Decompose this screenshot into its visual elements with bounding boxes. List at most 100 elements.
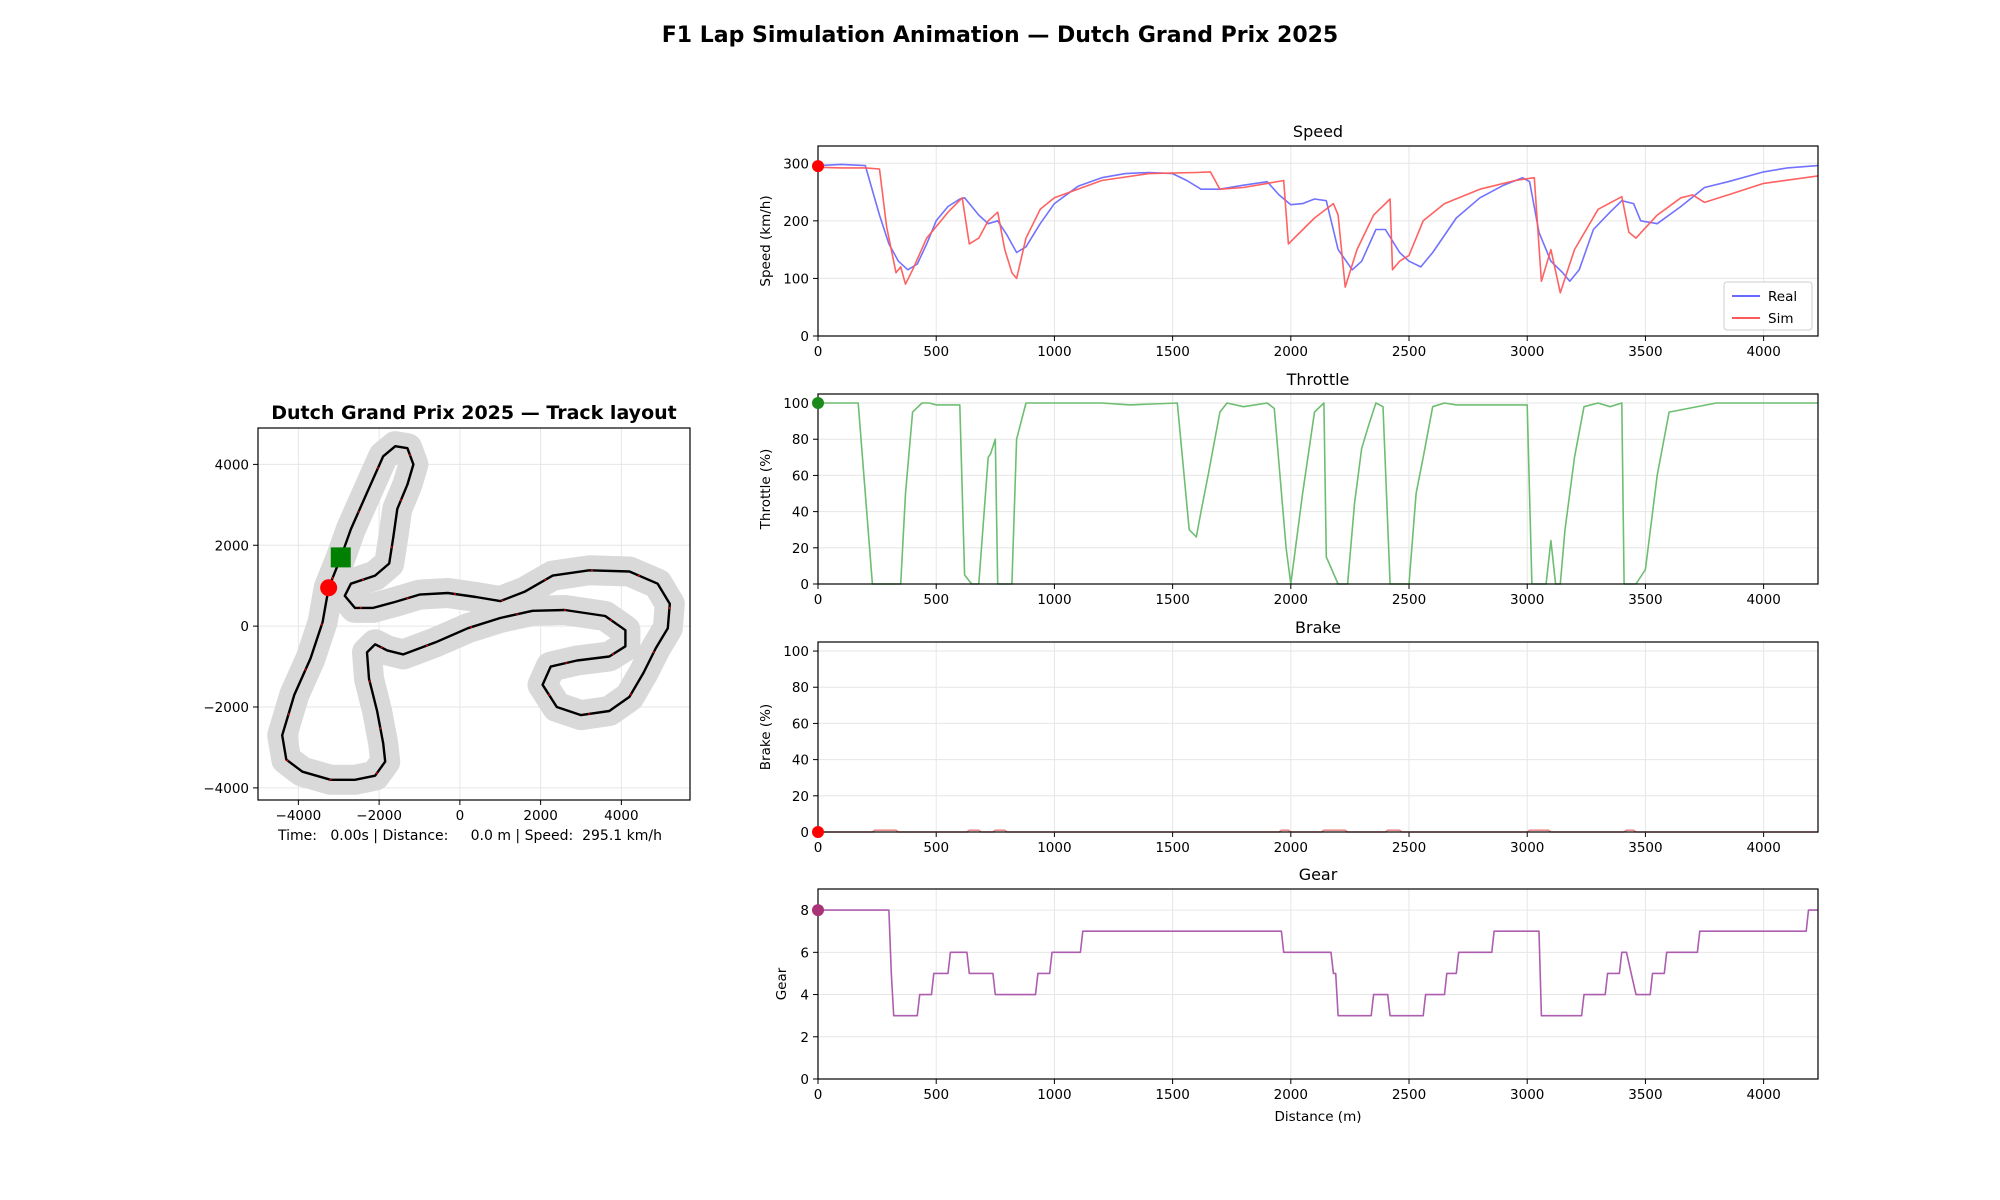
- throttle-cursor-marker: [812, 397, 824, 410]
- gear-ytick-label-2: 4: [800, 988, 809, 1004]
- brake-chart: 0 500 1000 1500 2000 2500 3000 3500 4000 0 20 40 60 8…: [758, 618, 1819, 856]
- track-xtick-label-4: 4000: [604, 808, 638, 824]
- throttle-xtick-label-4: 2000: [1274, 592, 1308, 608]
- track-title: Dutch Grand Prix 2025 — Track layout: [271, 402, 676, 424]
- brake-xtick-label-2: 1000: [1037, 840, 1071, 856]
- throttle-xtick-label-8: 4000: [1746, 592, 1780, 608]
- gear-title: Gear: [1299, 865, 1338, 884]
- brake-ytick-label-0: 0: [800, 825, 809, 841]
- gear-xtick-label-5: 2500: [1392, 1087, 1426, 1103]
- gear-ytick-label-4: 8: [800, 903, 809, 919]
- throttle-ytick-label-3: 60: [792, 468, 809, 484]
- speed-xtick-label-2: 1000: [1037, 344, 1071, 360]
- throttle-ylabel: Throttle (%): [758, 449, 774, 531]
- speed-xtick-label-6: 3000: [1510, 344, 1544, 360]
- track-ytick-label-0: −4000: [203, 781, 249, 797]
- throttle-chart: 0 500 1000 1500 2000 2500 3000 3500 4000 0 20 40 60 8…: [758, 370, 1819, 608]
- brake-title: Brake: [1295, 618, 1341, 637]
- track-xtick-label-3: 2000: [523, 808, 557, 824]
- brake-plot-frame: [817, 641, 1819, 833]
- speed-ytick-label-3: 300: [783, 156, 809, 172]
- speed-xtick-label-0: 0: [814, 344, 823, 360]
- gear-xtick-label-3: 1500: [1155, 1087, 1189, 1103]
- brake-ytick-label-4: 80: [792, 680, 809, 696]
- brake-ytick-label-2: 40: [792, 753, 809, 769]
- throttle-title: Throttle: [1286, 370, 1350, 389]
- brake-xtick-label-3: 1500: [1155, 840, 1189, 856]
- gear-xtick-label-7: 3500: [1628, 1087, 1662, 1103]
- track-outline: [267, 431, 685, 795]
- brake-ytick-label-5: 100: [783, 644, 809, 660]
- speed-legend-label-0: Real: [1768, 289, 1797, 305]
- speed-xtick-label-1: 500: [923, 344, 949, 360]
- gear-chart: 0 500 1000 1500 2000 2500 3000 3500 4000 0 2 4 6 8 Gea…: [774, 865, 1819, 1125]
- speed-series-line-real: [818, 163, 1819, 283]
- speed-xtick-label-4: 2000: [1274, 344, 1308, 360]
- speed-series-line-sim: [818, 166, 1819, 294]
- gear-ytick-label-3: 6: [800, 945, 809, 961]
- brake-xtick-label-0: 0: [814, 840, 823, 856]
- gear-xtick-label-6: 3000: [1510, 1087, 1544, 1103]
- track-xtick-label-2: 0: [456, 808, 465, 824]
- brake-ylabel: Brake (%): [758, 704, 774, 770]
- gear-xtick-label-0: 0: [814, 1087, 823, 1103]
- brake-cursor-marker: [812, 826, 824, 838]
- brake-xtick-label-7: 3500: [1628, 840, 1662, 856]
- speed-chart: 0 500 1000 1500 2000 2500 3000 3500 4000 0 100 200 3…: [758, 122, 1819, 360]
- speed-title: Speed: [1293, 122, 1343, 141]
- throttle-xtick-label-1: 500: [923, 592, 949, 608]
- throttle-xtick-label-3: 1500: [1155, 592, 1189, 608]
- gear-xtick-label-4: 2000: [1274, 1087, 1308, 1103]
- gear-ytick-label-0: 0: [800, 1072, 809, 1088]
- track-ytick-label-2: 0: [240, 619, 249, 635]
- brake-ytick-label-1: 20: [792, 789, 809, 805]
- status-readout: Time: 0.00s | Distance: 0.0 m | Speed: 2…: [277, 828, 662, 844]
- gear-cursor-marker: [812, 904, 824, 917]
- speed-ylabel: Speed (km/h): [758, 195, 774, 286]
- gear-series-line-gear: [818, 909, 1818, 1017]
- gear-xtick-label-2: 1000: [1037, 1087, 1071, 1103]
- throttle-xtick-label-2: 1000: [1037, 592, 1071, 608]
- throttle-ytick-label-0: 0: [800, 577, 809, 593]
- throttle-ytick-label-4: 80: [792, 432, 809, 448]
- gear-ytick-label-1: 2: [800, 1030, 809, 1046]
- gear-ylabel: Gear: [774, 967, 790, 1000]
- speed-ytick-label-1: 100: [783, 271, 809, 287]
- brake-xtick-label-6: 3000: [1510, 840, 1544, 856]
- track-racing-line: [281, 445, 671, 781]
- speed-legend: Real Sim: [1723, 281, 1813, 331]
- gear-xlabel: Distance (m): [1274, 1109, 1361, 1125]
- figure-title: F1 Lap Simulation Animation — Dutch Gran…: [662, 23, 1339, 48]
- gear-xtick-label-8: 4000: [1746, 1087, 1780, 1103]
- brake-xtick-label-1: 500: [923, 840, 949, 856]
- speed-xtick-label-7: 3500: [1628, 344, 1662, 360]
- track-ytick-label-4: 4000: [215, 457, 249, 473]
- throttle-series-line-throttle: [818, 402, 1818, 585]
- gear-plot-frame: [817, 888, 1819, 1080]
- speed-xtick-label-8: 4000: [1746, 344, 1780, 360]
- throttle-xtick-label-6: 3000: [1510, 592, 1544, 608]
- track-xtick-label-0: −4000: [276, 808, 322, 824]
- brake-xtick-label-4: 2000: [1274, 840, 1308, 856]
- throttle-xtick-label-7: 3500: [1628, 592, 1662, 608]
- track-ytick-label-3: 2000: [215, 538, 249, 554]
- track-ytick-label-1: −2000: [203, 700, 249, 716]
- throttle-xtick-label-5: 2500: [1392, 592, 1426, 608]
- gear-xtick-label-1: 500: [923, 1087, 949, 1103]
- throttle-ytick-label-5: 100: [783, 396, 809, 412]
- brake-ytick-label-3: 60: [792, 716, 809, 732]
- speed-legend-label-1: Sim: [1768, 311, 1793, 327]
- brake-xtick-label-8: 4000: [1746, 840, 1780, 856]
- track-layout-chart: −4000 −2000 0 2000 4000 −4000 −2000 0 2000 4000 Du…: [203, 402, 691, 824]
- start-marker: [330, 547, 351, 568]
- speed-xtick-label-3: 1500: [1155, 344, 1189, 360]
- brake-xtick-label-5: 2500: [1392, 840, 1426, 856]
- speed-ytick-label-2: 200: [783, 214, 809, 230]
- track-plot-frame: [257, 427, 691, 801]
- speed-xtick-label-5: 2500: [1392, 344, 1426, 360]
- track-xtick-label-1: −2000: [356, 808, 402, 824]
- throttle-plot-frame: [817, 393, 1819, 585]
- car-position-marker: [320, 579, 338, 597]
- speed-ytick-label-0: 0: [800, 329, 809, 345]
